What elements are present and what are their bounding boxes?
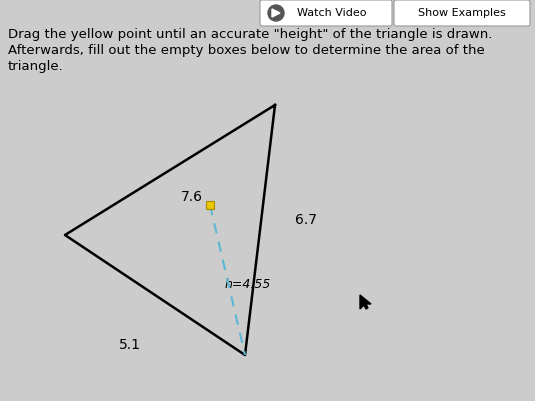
- FancyBboxPatch shape: [260, 0, 392, 26]
- Text: 6.7: 6.7: [295, 213, 317, 227]
- Text: h=4.55: h=4.55: [225, 279, 271, 292]
- Text: Drag the yellow point until an accurate "height" of the triangle is drawn.: Drag the yellow point until an accurate …: [8, 28, 492, 41]
- Circle shape: [268, 5, 284, 21]
- Text: Show Examples: Show Examples: [418, 8, 506, 18]
- Text: triangle.: triangle.: [8, 60, 64, 73]
- Text: Watch Video: Watch Video: [297, 8, 367, 18]
- Polygon shape: [272, 9, 280, 17]
- Text: 7.6: 7.6: [181, 190, 203, 204]
- Text: 5.1: 5.1: [119, 338, 141, 352]
- Text: Afterwards, fill out the empty boxes below to determine the area of the: Afterwards, fill out the empty boxes bel…: [8, 44, 485, 57]
- FancyBboxPatch shape: [394, 0, 530, 26]
- Polygon shape: [360, 295, 371, 309]
